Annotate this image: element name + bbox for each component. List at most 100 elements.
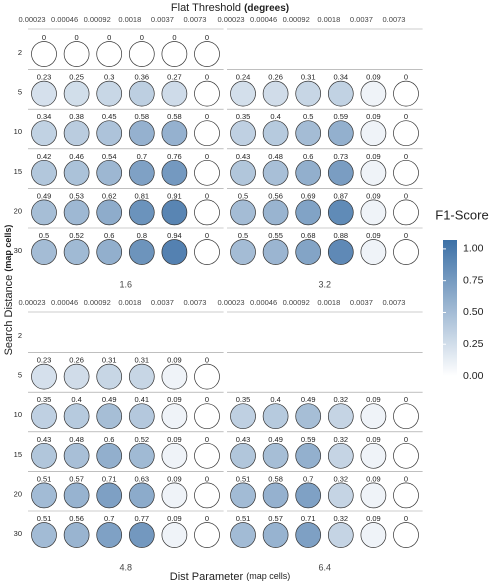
dot	[161, 239, 188, 265]
dot	[161, 120, 188, 147]
legend-title: F1-Score	[435, 207, 488, 222]
dot	[31, 442, 57, 469]
facet-title-unit: (map cells)	[246, 571, 290, 581]
dot	[262, 159, 289, 186]
dot	[161, 159, 188, 186]
dot	[230, 403, 256, 430]
value-label: 0.41	[134, 395, 149, 404]
column-label: 0.0073	[184, 298, 207, 307]
dot	[360, 482, 387, 509]
value-label: 0.7	[104, 514, 114, 523]
value-label: 0.58	[134, 112, 149, 121]
colorbar-tick-label: 0.50	[463, 306, 484, 318]
dot	[194, 522, 220, 548]
dot	[393, 522, 419, 548]
x-title-text: Flat Threshold	[171, 2, 241, 14]
dot	[360, 159, 387, 186]
value-label: 0.81	[134, 191, 149, 200]
value-label: 0.91	[167, 191, 182, 200]
value-label: 0.36	[134, 73, 149, 82]
dot	[128, 403, 155, 430]
dot	[31, 522, 57, 548]
column-label: 0.0037	[350, 298, 373, 307]
value-label: 0	[404, 435, 408, 444]
value-label: 0.34	[333, 73, 348, 82]
value-label: 0.52	[69, 231, 84, 240]
dot	[161, 80, 188, 107]
row-label: 15	[14, 167, 22, 176]
dot	[96, 522, 123, 548]
dot	[96, 442, 123, 469]
y-title: Search Distance (map cells)	[3, 225, 15, 356]
dot	[194, 41, 220, 67]
value-label: 0	[205, 356, 209, 365]
value-label: 0.77	[134, 514, 149, 523]
column-label: 0.00023	[217, 298, 244, 307]
value-label: 0.51	[236, 474, 251, 483]
dot	[128, 482, 155, 509]
value-label: 0	[140, 33, 144, 42]
column-label: 0.00092	[283, 298, 310, 307]
x-title-unit: (degrees)	[244, 3, 289, 14]
facet-title: Dist Parameter (map cells)	[170, 571, 290, 583]
dot	[230, 120, 256, 147]
dot	[63, 120, 90, 147]
row-label: 20	[14, 206, 22, 215]
dot	[128, 442, 155, 469]
value-label: 0.26	[268, 73, 283, 82]
dot	[161, 522, 188, 548]
value-label: 0.87	[333, 191, 348, 200]
dot	[161, 199, 188, 226]
column-label: 0.0018	[118, 15, 141, 24]
column-label: 0.00023	[217, 15, 244, 24]
value-label: 0.56	[268, 191, 283, 200]
dot	[194, 239, 220, 265]
value-label: 0.46	[69, 152, 84, 161]
value-label: 0.5	[303, 112, 313, 121]
dot	[327, 199, 354, 226]
dot	[63, 239, 90, 265]
value-label: 0	[404, 231, 408, 240]
dot	[96, 239, 123, 265]
dot	[393, 482, 419, 509]
row-label: 10	[14, 410, 22, 419]
dot	[63, 442, 90, 469]
value-label: 0.09	[366, 474, 381, 483]
value-label: 0.31	[102, 356, 117, 365]
value-label: 0	[205, 514, 209, 523]
dot	[194, 482, 220, 509]
column-label: 0.00092	[283, 15, 310, 24]
dot	[63, 199, 90, 226]
dot	[63, 159, 90, 186]
dot	[393, 239, 419, 265]
dot	[393, 80, 419, 107]
colorbar	[443, 240, 457, 376]
value-label: 0.49	[301, 395, 316, 404]
dot	[31, 239, 57, 265]
value-label: 0.59	[301, 435, 316, 444]
dot	[327, 80, 354, 107]
dot	[295, 403, 322, 430]
value-label: 0.09	[366, 395, 381, 404]
dot	[194, 403, 220, 430]
value-label: 0.09	[366, 514, 381, 523]
dot	[327, 120, 354, 147]
value-label: 0	[205, 474, 209, 483]
dot	[360, 80, 387, 107]
value-label: 0.5	[39, 231, 49, 240]
value-label: 0.24	[236, 73, 251, 82]
value-label: 0.7	[303, 474, 313, 483]
value-label: 0	[404, 514, 408, 523]
dot	[262, 199, 289, 226]
dot	[161, 41, 188, 67]
dot	[230, 482, 256, 509]
value-label: 0.6	[303, 152, 313, 161]
column-label: 0.00092	[84, 15, 111, 24]
value-label: 0.09	[366, 435, 381, 444]
value-label: 0.48	[268, 152, 283, 161]
value-label: 0.4	[71, 395, 81, 404]
value-label: 0.32	[333, 514, 348, 523]
dot	[96, 403, 123, 430]
value-label: 0.09	[366, 152, 381, 161]
row-label: 10	[14, 127, 22, 136]
